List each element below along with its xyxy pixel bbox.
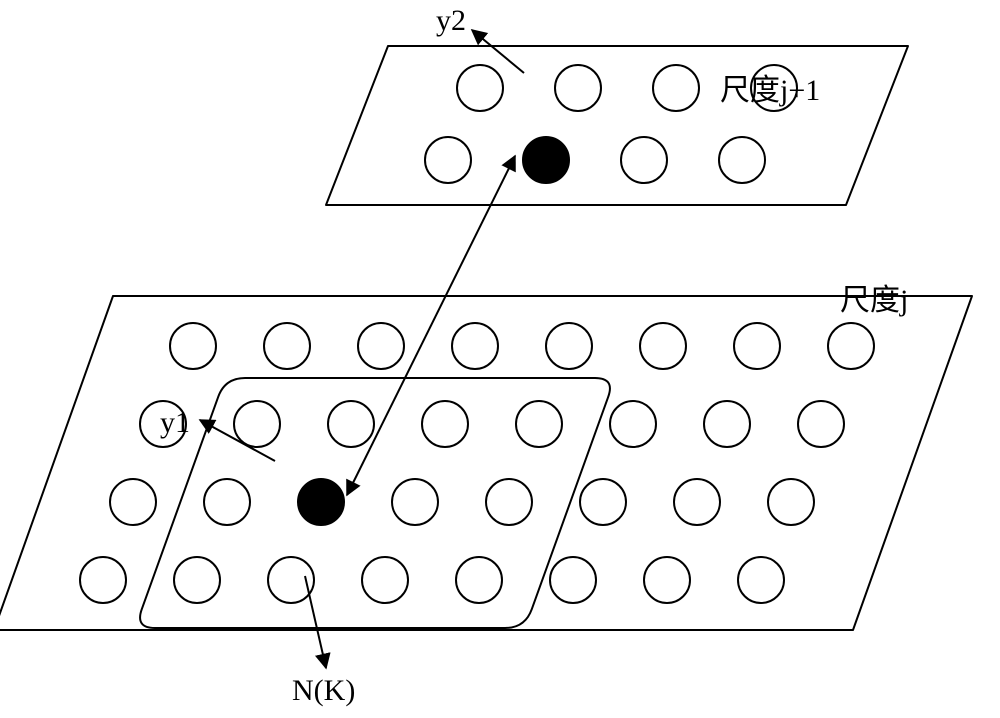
diagram-stage: y2 尺度j+1 尺度j y1 N(K) xyxy=(0,0,1000,718)
grid-lower-node xyxy=(358,323,404,369)
grid-upper-node xyxy=(425,137,471,183)
grid-lower-node xyxy=(170,323,216,369)
label-scale_j: 尺度j xyxy=(840,284,908,317)
grid-lower-node xyxy=(392,479,438,525)
label-y1: y1 xyxy=(160,406,190,439)
grid-upper-node xyxy=(457,65,503,111)
grid-lower-node xyxy=(268,557,314,603)
grid-lower-node xyxy=(110,479,156,525)
grid-lower-node xyxy=(264,323,310,369)
grid-lower-node xyxy=(580,479,626,525)
grid-lower-node xyxy=(550,557,596,603)
grid-upper-node xyxy=(653,65,699,111)
grid-lower-node xyxy=(738,557,784,603)
grid-lower-node xyxy=(516,401,562,447)
grid-lower-node xyxy=(362,557,408,603)
label-nk: N(K) xyxy=(292,674,355,707)
grid-lower-node-solid xyxy=(298,479,344,525)
grid-lower xyxy=(80,323,874,603)
grid-lower-node xyxy=(828,323,874,369)
grid-lower-node xyxy=(798,401,844,447)
grid-lower-node xyxy=(204,479,250,525)
grid-lower-node xyxy=(422,401,468,447)
grid-lower-node xyxy=(734,323,780,369)
label-scale_j1: 尺度j+1 xyxy=(720,74,820,107)
grid-lower-node xyxy=(456,557,502,603)
grid-lower-node xyxy=(452,323,498,369)
plane-upper xyxy=(326,46,908,205)
grid-lower-node xyxy=(486,479,532,525)
grid-upper-node xyxy=(719,137,765,183)
label-y2: y2 xyxy=(436,4,466,37)
grid-lower-node xyxy=(768,479,814,525)
grid-upper-node xyxy=(621,137,667,183)
grid-lower-node xyxy=(80,557,126,603)
grid-lower-node xyxy=(640,323,686,369)
grid-lower-node xyxy=(610,401,656,447)
grid-lower-node xyxy=(674,479,720,525)
grid-lower-node xyxy=(644,557,690,603)
grid-lower-node xyxy=(174,557,220,603)
grid-lower-node xyxy=(328,401,374,447)
grid-lower-node xyxy=(546,323,592,369)
arrow-nk-leader xyxy=(305,576,326,668)
grid-upper-node xyxy=(555,65,601,111)
grid-lower-node xyxy=(234,401,280,447)
grid-lower-node xyxy=(704,401,750,447)
grid-upper-node-solid xyxy=(523,137,569,183)
